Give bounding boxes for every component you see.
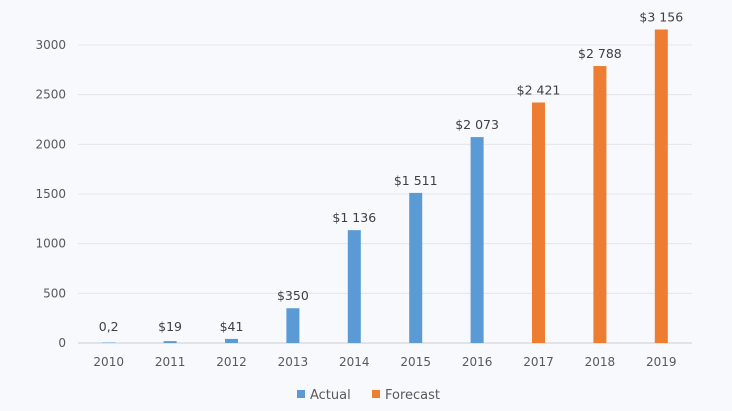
bar-2010 (102, 342, 116, 343)
x-tick-label: 2011 (155, 355, 186, 369)
y-tick-label: 2500 (35, 88, 66, 102)
y-tick-label: 3000 (35, 38, 66, 52)
x-tick-label: 2010 (93, 355, 124, 369)
bar-2011 (163, 341, 177, 343)
data-label: $3 156 (639, 10, 683, 25)
bar-2018 (593, 66, 607, 344)
legend-label-actual: Actual (310, 388, 351, 403)
data-label: $1 136 (332, 210, 376, 225)
data-label: 0,2 (99, 319, 119, 334)
data-label: $1 511 (394, 173, 438, 188)
x-tick-label: 2019 (646, 355, 677, 369)
data-label: $41 (220, 319, 244, 334)
bar-2016 (470, 137, 484, 343)
bar-2014 (347, 230, 361, 343)
x-tick-label: 2018 (585, 355, 616, 369)
bar-2015 (409, 192, 423, 343)
x-tick-label: 2014 (339, 355, 370, 369)
data-label: $350 (277, 288, 309, 303)
y-tick-label: 1500 (35, 187, 66, 201)
y-tick-label: 2000 (35, 137, 66, 151)
y-tick-label: 1000 (35, 237, 66, 251)
x-tick-label: 2012 (216, 355, 247, 369)
bar-2017 (532, 102, 545, 343)
bar-2012 (225, 338, 238, 343)
data-label: $2 788 (578, 46, 622, 61)
legend-label-forecast: Forecast (385, 388, 440, 403)
x-tick-label: 2015 (400, 355, 431, 369)
data-label: $2 073 (455, 117, 499, 132)
y-tick-label: 0 (58, 336, 66, 350)
x-tick-label: 2017 (523, 355, 554, 369)
y-tick-label: 500 (43, 286, 66, 300)
data-label: $2 421 (517, 83, 561, 98)
legend-swatch-forecast (372, 390, 380, 398)
bar-2019 (654, 29, 668, 344)
x-tick-label: 2013 (278, 355, 309, 369)
bar-2013 (286, 308, 300, 343)
data-label: $19 (158, 319, 182, 334)
x-tick-label: 2016 (462, 355, 493, 369)
legend-swatch-actual (297, 390, 305, 398)
